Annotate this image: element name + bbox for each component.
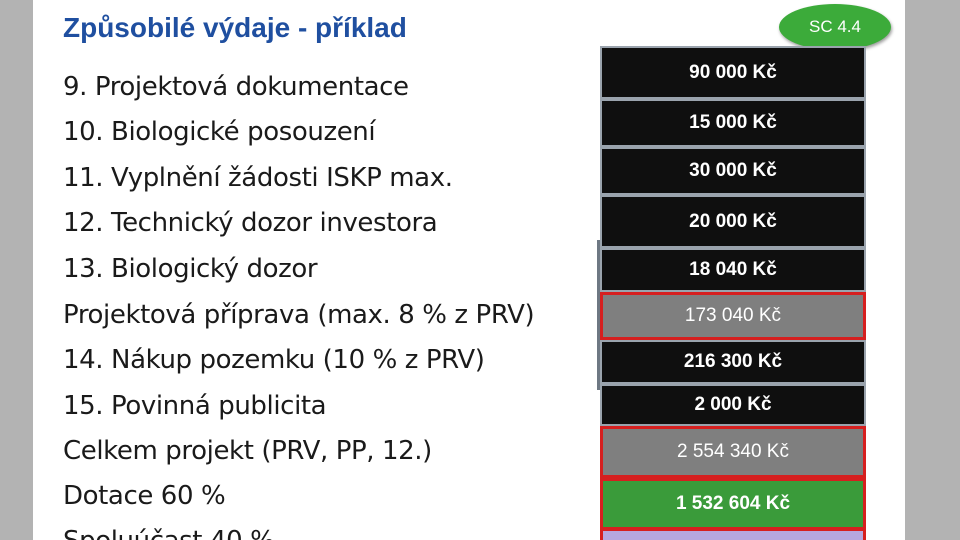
row-label-technicky-dozor: 12. Technický dozor investora (63, 208, 438, 238)
row-label-povinna-publicita: 15. Povinná publicita (63, 391, 327, 421)
row-label-biologicke-posouzeni: 10. Biologické posouzení (63, 117, 376, 147)
value-box-spoluucast (600, 528, 866, 540)
row-label-dotace: Dotace 60 % (63, 481, 226, 511)
section-badge: SC 4.4 (779, 4, 891, 50)
value-box-nakup-pozemku: 216 300 Kč (600, 340, 866, 384)
row-label-projektova-priprava: Projektová příprava (max. 8 % z PRV) (63, 300, 535, 330)
value-box-biologicke-posouzeni: 15 000 Kč (600, 99, 866, 147)
slide-title: Způsobilé výdaje - příklad (63, 12, 407, 43)
value-box-projektova-dokumentace: 90 000 Kč (600, 46, 866, 99)
value-box-vyplneni-zadosti: 30 000 Kč (600, 147, 866, 195)
row-label-biologicky-dozor: 13. Biologický dozor (63, 254, 318, 284)
value-box-povinna-publicita: 2 000 Kč (600, 384, 866, 426)
row-label-nakup-pozemku: 14. Nákup pozemku (10 % z PRV) (63, 345, 485, 375)
row-label-spoluucast: Spoluúčast 40 % (63, 526, 275, 540)
slide: Způsobilé výdaje - příklad SC 4.4 9. Pro… (33, 0, 905, 540)
value-box-dotace: 1 532 604 Kč (600, 478, 866, 530)
row-label-vyplneni-zadosti: 11. Vyplnění žádosti ISKP max. (63, 163, 453, 193)
value-box-biologicky-dozor: 18 040 Kč (600, 248, 866, 292)
row-label-projektova-dokumentace: 9. Projektová dokumentace (63, 72, 409, 102)
value-box-projektova-priprava: 173 040 Kč (600, 292, 866, 340)
value-box-technicky-dozor: 20 000 Kč (600, 195, 866, 248)
value-box-celkem-projekt: 2 554 340 Kč (600, 426, 866, 478)
box-column-edge (597, 240, 600, 390)
row-label-celkem-projekt: Celkem projekt (PRV, PP, 12.) (63, 436, 432, 466)
